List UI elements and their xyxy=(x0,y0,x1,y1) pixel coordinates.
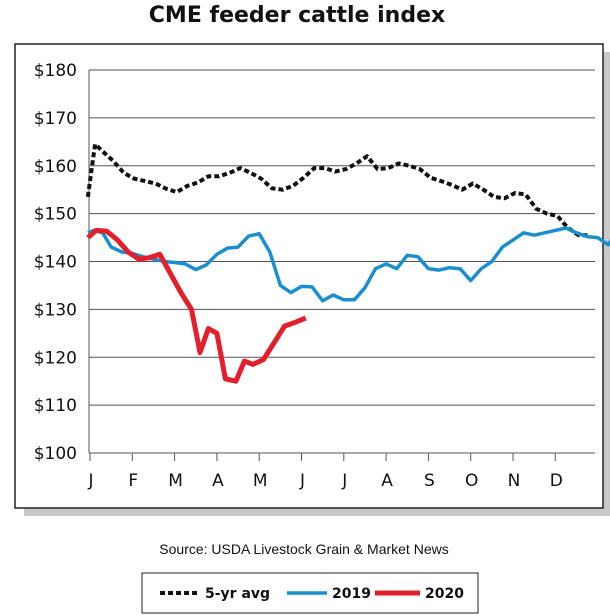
grid xyxy=(88,69,595,454)
y-tick-label: $100 xyxy=(34,444,77,464)
y-tick-label: $130 xyxy=(34,300,77,320)
series-line-2020 xyxy=(86,227,307,384)
y-axis: $180 $170 $160 $150 $140 $130 $120 $110 $100 xyxy=(34,61,77,464)
chart-panel xyxy=(14,43,604,509)
legend: 5-yr avg 2019 2020 xyxy=(141,572,479,614)
x-tick-label: D xyxy=(550,471,563,491)
series-lines xyxy=(85,142,610,384)
x-tick-label: A xyxy=(212,471,224,491)
chart-title: CME feeder cattle index xyxy=(149,3,445,28)
x-tick-label: M xyxy=(253,471,268,491)
y-tick-label: $180 xyxy=(34,61,77,81)
y-tick-label: $140 xyxy=(34,253,77,273)
x-tick-label: S xyxy=(424,471,435,491)
series-line-5-yr-avg xyxy=(85,142,590,238)
x-tick-label: O xyxy=(465,471,478,491)
y-tick-label: $170 xyxy=(34,109,77,129)
legend-label: 2019 xyxy=(332,586,371,602)
y-tick-label: $160 xyxy=(34,157,77,177)
legend-label: 2020 xyxy=(425,586,464,602)
series-line-2019 xyxy=(87,226,610,303)
x-tick-label: J xyxy=(87,471,93,491)
x-tick-label: J xyxy=(341,471,347,491)
legend-label: 5-yr avg xyxy=(205,586,270,602)
source-note: Source: USDA Livestock Grain & Market Ne… xyxy=(159,541,448,557)
x-tick-label: J xyxy=(299,471,305,491)
x-tick-label: F xyxy=(128,471,138,491)
y-tick-label: $110 xyxy=(34,396,77,416)
y-tick-label: $150 xyxy=(34,205,77,225)
y-tick-label: $120 xyxy=(34,348,77,368)
x-tick-label: M xyxy=(168,471,183,491)
x-tick-label: A xyxy=(381,471,393,491)
x-tick-label: N xyxy=(508,471,521,491)
